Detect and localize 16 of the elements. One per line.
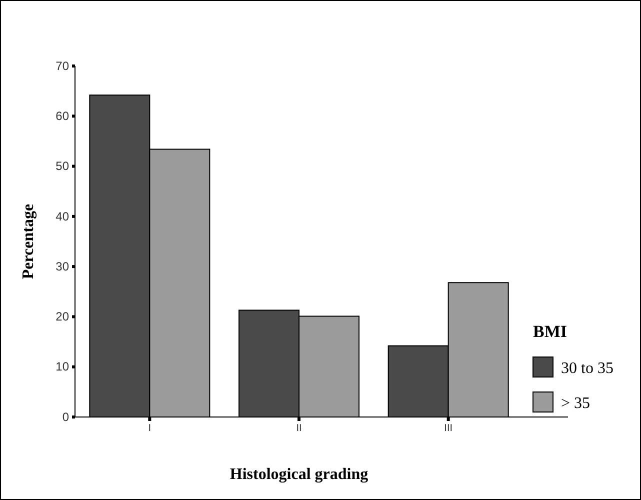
x-tick-label: III bbox=[444, 423, 453, 434]
y-tick-label: 60 bbox=[56, 108, 70, 123]
legend-title: BMI bbox=[533, 322, 568, 341]
y-tick-label: 50 bbox=[56, 159, 70, 174]
x-tick-label: I bbox=[148, 423, 152, 434]
legend-label: 30 to 35 bbox=[561, 360, 614, 377]
x-axis-title: Histological grading bbox=[230, 466, 368, 483]
x-tick-label: II bbox=[296, 423, 302, 434]
y-axis-title: Percentage bbox=[20, 204, 37, 280]
y-tick-label: 30 bbox=[56, 259, 70, 274]
y-tick-label: 0 bbox=[62, 410, 70, 424]
y-tick-label: 10 bbox=[56, 360, 70, 374]
y-tick-label: 20 bbox=[56, 310, 70, 324]
y-tick-label: 40 bbox=[56, 209, 70, 224]
y-tick-label: 70 bbox=[56, 58, 70, 73]
legend-label: > 35 bbox=[561, 395, 590, 412]
